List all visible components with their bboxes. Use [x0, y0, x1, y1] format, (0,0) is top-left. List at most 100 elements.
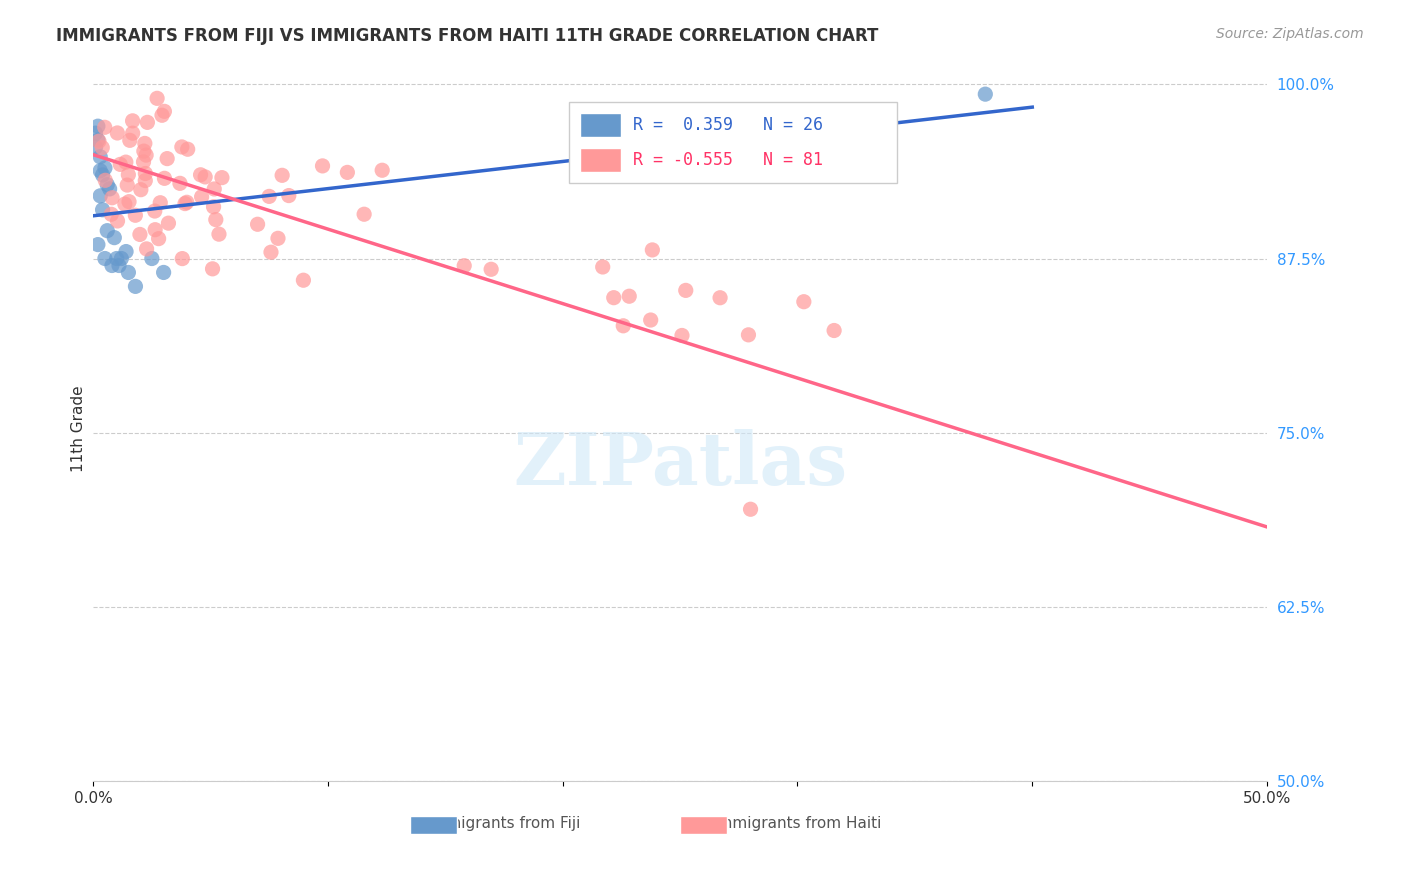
Point	[134, 167, 156, 181]
Point	[176, 195, 198, 210]
Point	[641, 243, 664, 257]
Point	[115, 155, 138, 169]
Text: R =  0.359   N = 26
R = -0.555   N = 81: R = 0.359 N = 26 R = -0.555 N = 81	[581, 127, 787, 166]
Point	[87, 237, 110, 252]
Point	[152, 265, 174, 279]
Point	[371, 163, 394, 178]
Point	[336, 165, 359, 179]
Point	[194, 169, 217, 184]
Point	[675, 284, 697, 298]
Point	[257, 189, 280, 203]
Point	[105, 252, 128, 266]
Point	[150, 108, 173, 122]
Point	[96, 178, 118, 192]
Point	[84, 126, 107, 140]
Point	[202, 200, 225, 214]
Point	[132, 144, 155, 158]
Point	[121, 126, 143, 140]
Point	[135, 148, 157, 162]
Text: R =  0.359   N = 26: R = 0.359 N = 26	[633, 116, 823, 134]
Point	[619, 289, 641, 303]
Point	[121, 113, 143, 128]
Point	[89, 150, 111, 164]
Point	[135, 242, 157, 256]
Point	[143, 204, 166, 219]
Point	[170, 140, 193, 154]
Point	[117, 265, 139, 279]
Point	[115, 178, 138, 192]
Point	[176, 142, 198, 156]
Text: ZIPatlas: ZIPatlas	[513, 429, 848, 500]
Point	[118, 194, 141, 209]
FancyBboxPatch shape	[568, 102, 897, 183]
Point	[793, 294, 815, 309]
Point	[117, 168, 139, 182]
Text: Immigrants from Fiji: Immigrants from Fiji	[427, 815, 581, 830]
Point	[115, 244, 138, 259]
Point	[277, 188, 299, 202]
Point	[96, 224, 118, 238]
Point	[87, 134, 110, 148]
Point	[353, 207, 375, 221]
Point	[271, 169, 294, 183]
Point	[129, 183, 152, 197]
Point	[101, 259, 124, 273]
Point	[105, 126, 128, 140]
Point	[146, 91, 169, 105]
Point	[89, 189, 111, 203]
Point	[740, 502, 762, 516]
Point	[91, 202, 114, 217]
Point	[110, 157, 132, 171]
Point	[124, 208, 146, 222]
Point	[100, 207, 122, 221]
Point	[118, 133, 141, 147]
Point	[136, 115, 159, 129]
Text: Source: ZipAtlas.com: Source: ZipAtlas.com	[1216, 27, 1364, 41]
Point	[737, 327, 759, 342]
Point	[129, 227, 152, 242]
Point	[974, 87, 997, 102]
Point	[169, 177, 191, 191]
Point	[101, 191, 124, 205]
Point	[640, 313, 662, 327]
Point	[98, 182, 121, 196]
Point	[823, 324, 845, 338]
Point	[603, 291, 626, 305]
Point	[453, 259, 475, 273]
Point	[149, 195, 172, 210]
Point	[103, 230, 125, 244]
FancyBboxPatch shape	[581, 112, 621, 137]
Point	[202, 182, 225, 196]
Point	[94, 252, 117, 266]
Point	[211, 170, 233, 185]
Point	[108, 259, 131, 273]
FancyBboxPatch shape	[581, 148, 621, 172]
Point	[141, 252, 163, 266]
Point	[709, 291, 731, 305]
Point	[311, 159, 333, 173]
Point	[107, 214, 129, 228]
Point	[156, 152, 179, 166]
FancyBboxPatch shape	[411, 816, 457, 834]
Point	[190, 190, 212, 204]
Point	[671, 328, 693, 343]
Text: R = -0.555   N = 81: R = -0.555 N = 81	[633, 151, 823, 169]
Point	[84, 140, 107, 154]
Point	[110, 252, 132, 266]
Point	[612, 318, 634, 333]
Point	[114, 197, 136, 211]
Point	[94, 173, 117, 187]
Point	[479, 262, 502, 277]
Point	[157, 216, 180, 230]
Point	[134, 173, 156, 187]
Text: Immigrants from Haiti: Immigrants from Haiti	[713, 815, 882, 830]
Point	[87, 119, 110, 133]
Point	[93, 120, 115, 135]
Point	[190, 168, 212, 182]
Point	[172, 252, 194, 266]
Point	[201, 261, 224, 276]
Y-axis label: 11th Grade: 11th Grade	[72, 386, 86, 473]
Point	[260, 245, 283, 260]
Point	[592, 260, 614, 274]
Point	[267, 231, 290, 245]
